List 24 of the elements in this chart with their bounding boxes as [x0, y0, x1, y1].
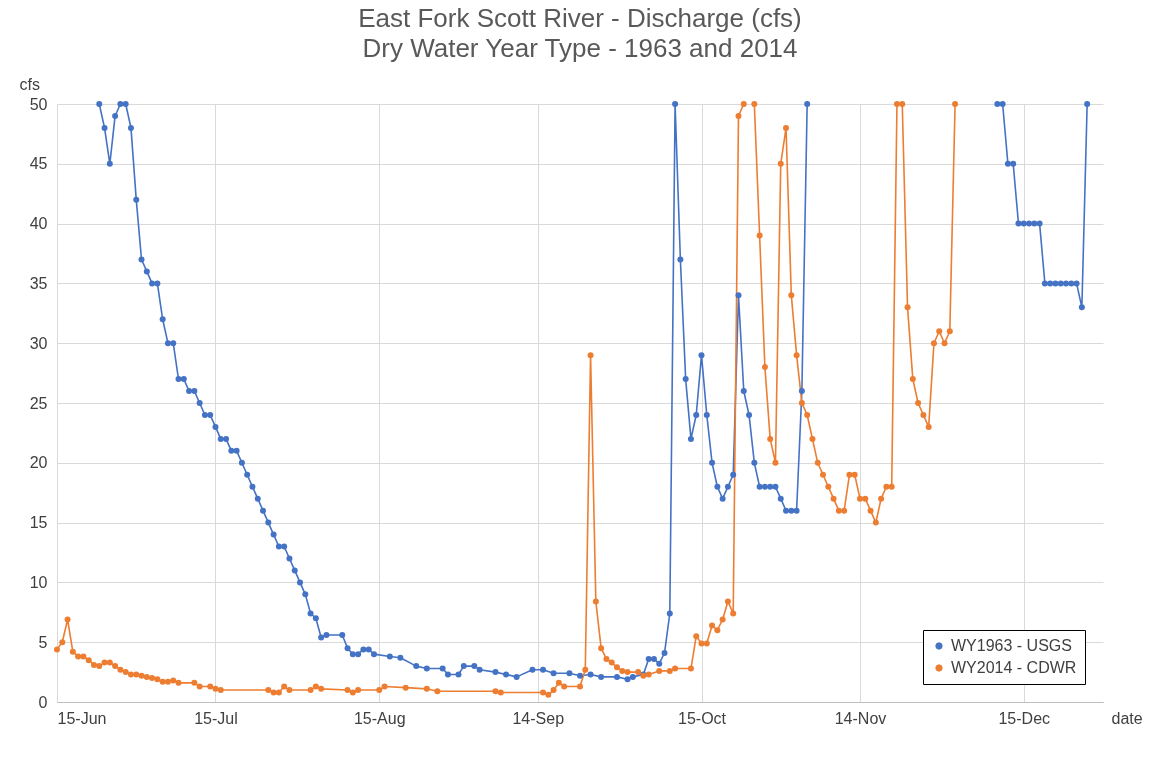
- y-tick-label: 35: [29, 274, 48, 292]
- legend-label: WY1963 - USGS: [951, 637, 1072, 654]
- chart-title: East Fork Scott River - Discharge (cfs): [358, 3, 802, 33]
- legend-label: WY2014 - CDWR: [951, 659, 1077, 676]
- y-tick-label: 40: [29, 215, 48, 233]
- x-tick-label: 15-Jun: [57, 709, 107, 727]
- y-tick-label: 0: [38, 693, 48, 711]
- y-tick-label: 5: [38, 633, 48, 651]
- x-tick-label: 15-Aug: [353, 709, 406, 727]
- y-tick-label: 20: [29, 454, 48, 472]
- y-tick-label: 15: [29, 514, 48, 532]
- y-tick-label: 50: [29, 95, 48, 113]
- y-tick-label: 45: [29, 155, 48, 173]
- x-tick-label: 15-Oct: [678, 709, 727, 727]
- x-axis-title: date: [1111, 709, 1143, 727]
- y-tick-label: 25: [29, 394, 48, 412]
- y-axis-title: cfs: [19, 75, 40, 93]
- x-tick-label: 15-Dec: [998, 709, 1051, 727]
- y-tick-label: 30: [29, 334, 48, 352]
- x-tick-label: 14-Nov: [834, 709, 887, 727]
- x-tick-label: 15-Jul: [194, 709, 238, 727]
- chart-subtitle: Dry Water Year Type - 1963 and 2014: [362, 33, 798, 63]
- x-tick-label: 14-Sep: [512, 709, 565, 727]
- y-tick-label: 10: [29, 573, 48, 591]
